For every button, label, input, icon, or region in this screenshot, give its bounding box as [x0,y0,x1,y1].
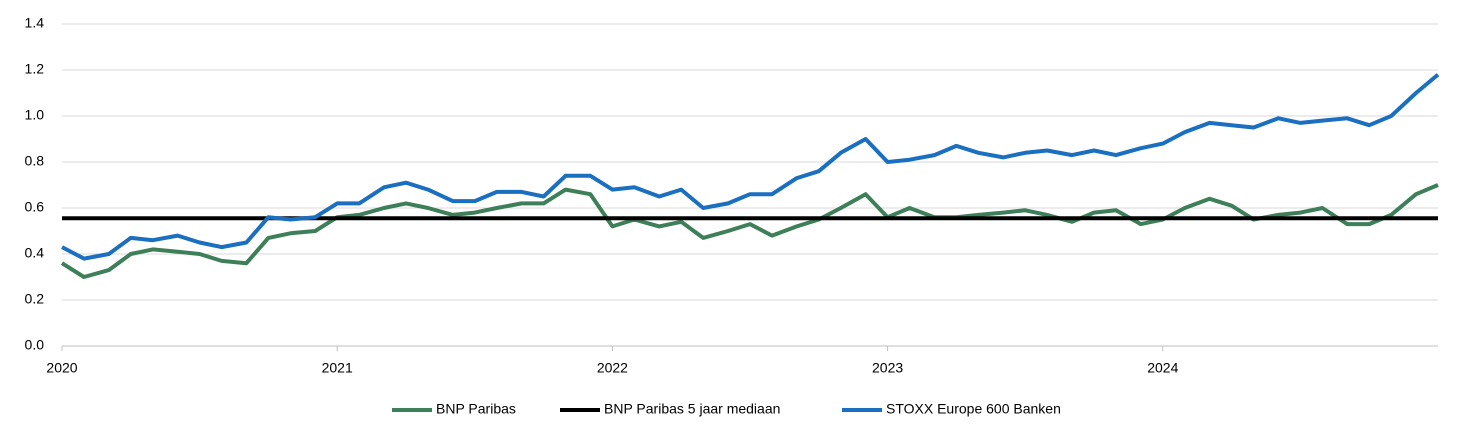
x-tick-label: 2024 [1147,360,1178,376]
x-tick-label: 2020 [46,360,77,376]
series-line [61,73,1440,261]
y-tick-label: 1.4 [25,15,45,31]
legend-label: BNP Paribas 5 jaar mediaan [604,401,780,417]
series-line [60,183,1439,279]
y-tick-label: 1.0 [25,107,45,123]
y-tick-label: 0.8 [25,153,45,169]
legend-label: BNP Paribas [436,401,516,417]
x-tick-label: 2023 [872,360,903,376]
y-tick-label: 0.0 [25,337,45,353]
y-tick-label: 0.2 [25,291,45,307]
x-tick-label: 2021 [322,360,353,376]
x-tick-label: 2022 [597,360,628,376]
legend-label: STOXX Europe 600 Banken [886,401,1061,417]
y-tick-label: 0.4 [25,245,45,261]
y-tick-label: 0.6 [25,199,45,215]
y-tick-label: 1.2 [25,61,45,77]
